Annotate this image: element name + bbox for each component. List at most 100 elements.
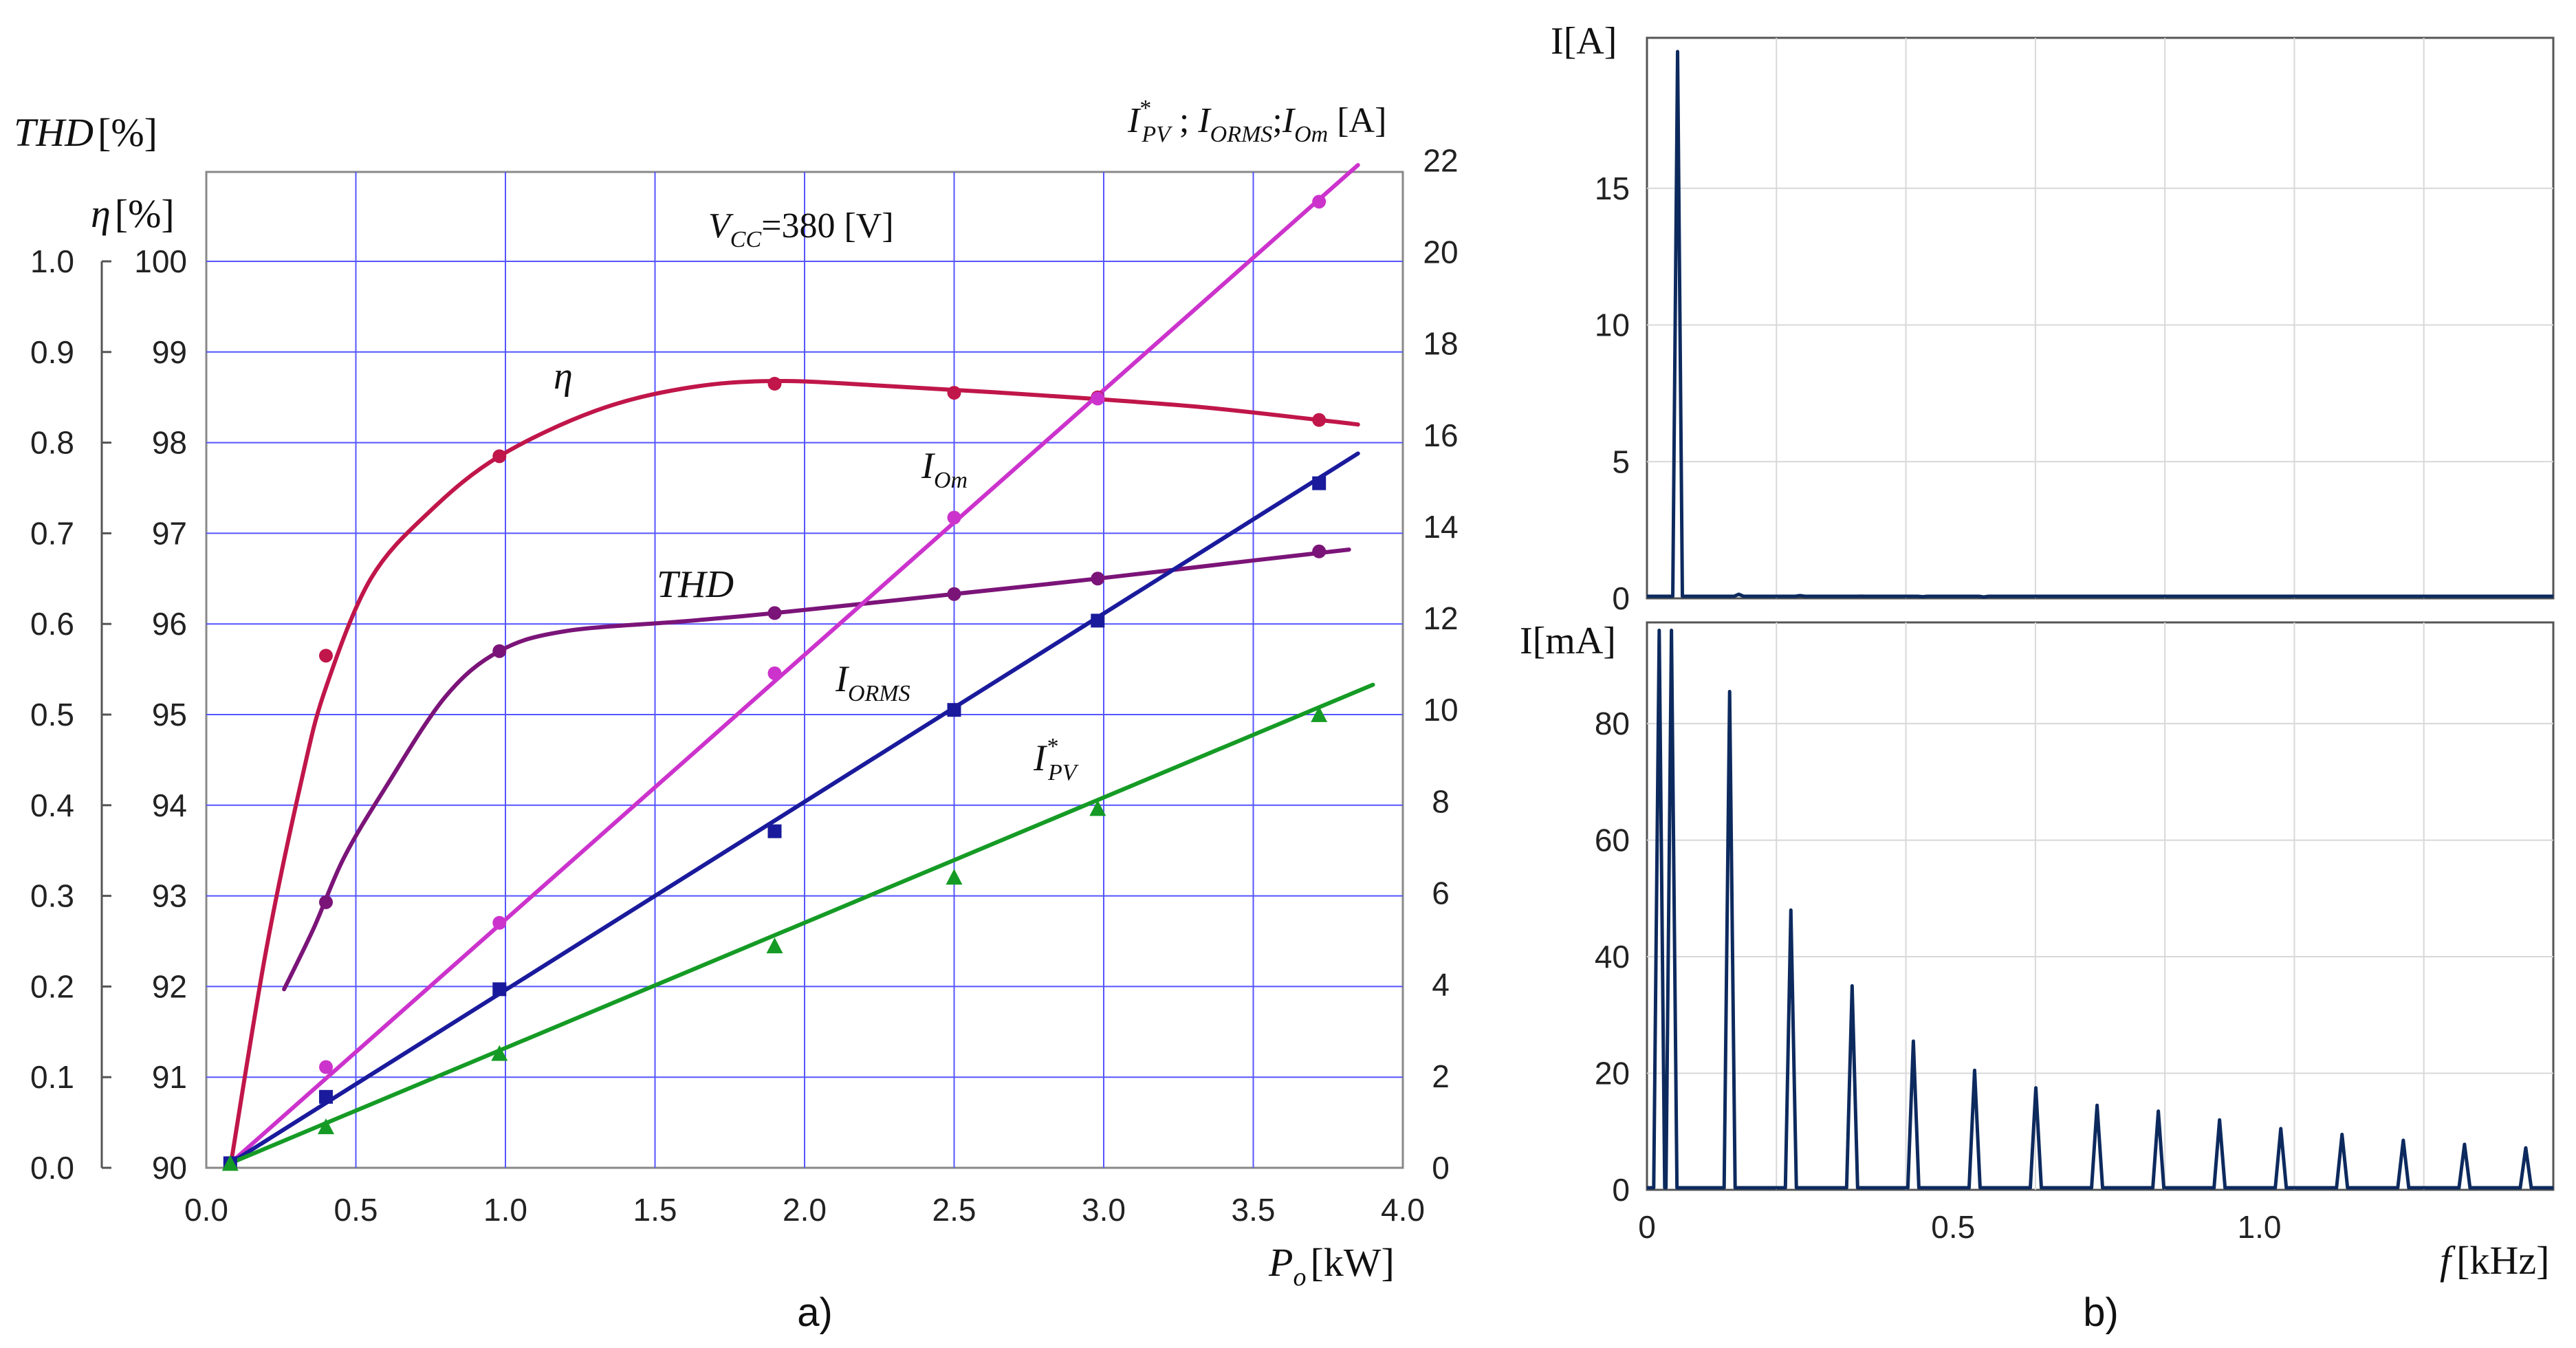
- data-point-iom: [1091, 391, 1105, 406]
- vcc-symbol: V: [708, 206, 734, 246]
- x-axis-symbol-b: f: [2440, 1238, 2456, 1283]
- current-axis-part-5: ORMS: [1210, 122, 1273, 147]
- b-bottom-tick-label: 0: [1612, 1172, 1630, 1208]
- current-tick-label: 6: [1432, 876, 1450, 911]
- b-x-tick-label: 0.5: [1931, 1209, 1975, 1245]
- harmonic-peak-top: [1983, 596, 1985, 598]
- eta-tick-label: 91: [152, 1059, 187, 1095]
- x-tick-label-a: 3.5: [1232, 1192, 1276, 1228]
- harmonic-peak-bottom: [2463, 1143, 2465, 1145]
- thd-series-label: THD: [657, 563, 734, 606]
- chart-b-top-plot-area: [1646, 36, 2555, 600]
- harmonic-peak-top: [1738, 594, 1740, 596]
- chart-b: 0 5 10 15 0 20 40 60 80 0 0.5 1.0 I[A] I[mA] f [kHz]…: [1520, 20, 2555, 1335]
- iom-label-main: I: [921, 445, 936, 486]
- iom-label-sub: Om: [934, 468, 968, 493]
- thd-tick-label: 0.8: [30, 425, 74, 461]
- b-x-tick-label: 0: [1638, 1209, 1656, 1245]
- b-top-ylabel: I[A]: [1551, 20, 1617, 63]
- harmonic-peak-bottom: [2096, 1105, 2098, 1107]
- chart-a: 0.0 0.5 1.0 1.5 2.0 2.5 3.0 3.5 4.0 0.0 0.1 0.2 0.3 0…: [14, 96, 1459, 1335]
- current-axis-part-9: [A]: [1328, 101, 1386, 140]
- current-tick-label: 12: [1423, 600, 1458, 636]
- vcc-value: 380 [V]: [781, 206, 893, 246]
- harmonic-peak-top: [1860, 595, 1862, 597]
- data-point-iorms: [492, 982, 507, 997]
- eta-axis-symbol: η: [91, 191, 111, 236]
- data-point-iorms: [319, 1089, 333, 1104]
- data-point-iom: [319, 1060, 333, 1074]
- thd-tick-label: 0.5: [30, 697, 74, 732]
- data-point-iorms: [1312, 476, 1327, 490]
- current-tick-label: 22: [1423, 142, 1458, 178]
- harmonic-peak-bottom: [2524, 1146, 2526, 1149]
- harmonic-peak-bottom: [2402, 1139, 2404, 1141]
- harmonic-peak-bottom: [2280, 1128, 2282, 1130]
- data-point-thd: [492, 644, 507, 658]
- harmonic-peak-top: [1677, 51, 1679, 52]
- harmonic-peak-bottom: [1974, 1069, 1976, 1072]
- x-tick-label-a: 3.0: [1082, 1192, 1126, 1228]
- current-tick-label: 16: [1423, 417, 1458, 453]
- data-point-ipv: [221, 1155, 239, 1171]
- vcc-equals: =: [761, 206, 781, 246]
- thd-axis-title: THD [%]: [14, 110, 157, 155]
- x-axis-title-a: Po [kW]: [1268, 1240, 1395, 1292]
- current-tick-label: 2: [1432, 1058, 1450, 1094]
- ipv-label-sub: PV: [1047, 760, 1080, 785]
- x-tick-label-a: 2.5: [932, 1192, 976, 1228]
- current-tick-label: 20: [1423, 234, 1458, 270]
- current-tick-label: 10: [1423, 692, 1458, 728]
- harmonic-peak-bottom: [1670, 629, 1672, 631]
- series-line-thd: [282, 547, 1351, 992]
- x-tick-label-a: 1.0: [483, 1192, 527, 1228]
- current-tick-label: 14: [1423, 509, 1458, 545]
- eta-tick-label: 92: [152, 968, 187, 1004]
- data-point-eta: [947, 386, 961, 400]
- thd-tick-label: 1.0: [30, 243, 74, 279]
- chart-b-bottom-plot-area: [1646, 621, 2555, 1191]
- current-axis-part-8: Om: [1294, 122, 1328, 147]
- harmonic-peak-bottom: [2035, 1087, 2037, 1089]
- b-bottom-tick-label: 60: [1595, 823, 1630, 858]
- data-point-iom: [492, 915, 507, 930]
- eta-tick-label: 98: [152, 425, 187, 461]
- current-axis-part-3: ;: [1170, 101, 1198, 140]
- data-point-iorms: [1091, 613, 1105, 628]
- b-top-tick-label: 10: [1595, 307, 1630, 343]
- series-line-iorms: [228, 451, 1360, 1166]
- data-point-eta: [319, 649, 333, 663]
- harmonic-peak-top: [1799, 595, 1801, 597]
- harmonic-peak-bottom: [1790, 909, 1792, 911]
- ipv-series-label: I* PV: [1033, 734, 1080, 785]
- data-point-thd: [1091, 572, 1105, 586]
- eta-tick-label: 100: [134, 243, 187, 279]
- data-point-ipv: [946, 869, 963, 885]
- x-tick-label-a: 2.0: [783, 1192, 827, 1228]
- spectrum-line-bottom: [1647, 629, 2553, 1190]
- x-axis-unit-b: [kHz]: [2456, 1238, 2549, 1283]
- b-top-tick-label: 0: [1612, 580, 1630, 616]
- ipv-label-star: *: [1046, 734, 1058, 759]
- current-tick-label: 4: [1432, 967, 1450, 1003]
- current-axis-title: I* PV ; IORMS;IOm [A]: [1127, 96, 1386, 147]
- series-line-iom: [228, 162, 1360, 1166]
- thd-tick-label: 0.4: [30, 787, 74, 823]
- eta-tick-label: 97: [152, 515, 187, 551]
- current-axis-part-1: *: [1139, 96, 1151, 121]
- harmonic-peak-bottom: [1729, 691, 1731, 693]
- thd-tick-label: 0.3: [30, 878, 74, 914]
- thd-axis-symbol: THD: [14, 110, 94, 155]
- eta-tick-label: 94: [152, 787, 187, 823]
- data-point-thd: [1312, 544, 1327, 558]
- current-axis-part-2: PV: [1141, 122, 1173, 147]
- series-line-eta: [228, 378, 1360, 1170]
- x-tick-label-a: 0.5: [334, 1192, 378, 1228]
- data-point-ipv: [1311, 706, 1328, 722]
- eta-tick-label: 96: [152, 606, 187, 642]
- harmonic-peak-bottom: [1658, 629, 1660, 631]
- thd-tick-label: 0.0: [30, 1150, 74, 1186]
- data-point-thd: [767, 606, 782, 620]
- harmonic-peak-bottom: [1912, 1040, 1914, 1042]
- thd-tick-label: 0.2: [30, 968, 74, 1004]
